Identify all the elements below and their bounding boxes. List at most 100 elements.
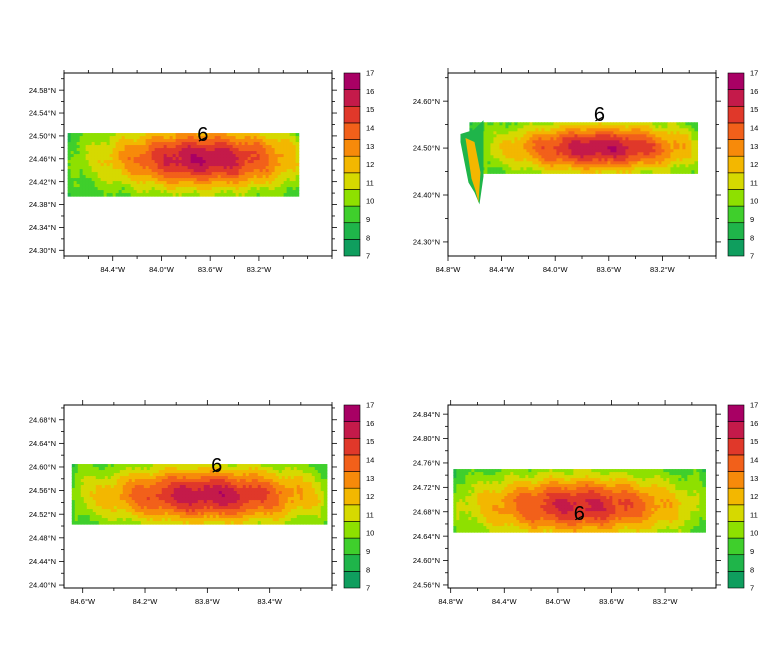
- y-tick-label: 24.48°N: [29, 533, 56, 542]
- colorbar-bin: [727, 139, 745, 157]
- colorbar-label: 11: [750, 510, 758, 519]
- colorbar-bin: [343, 404, 361, 422]
- colorbar-bin: [343, 139, 361, 157]
- colorbar-label: 7: [750, 584, 754, 593]
- colorbar-bin: [727, 571, 745, 589]
- colorbar-label: 10: [366, 197, 374, 206]
- colorbar-label: 17: [750, 69, 758, 78]
- y-tick-label: 24.54°N: [29, 109, 56, 118]
- colorbar-label: 15: [366, 437, 374, 446]
- x-tick-label: 83.8°W: [195, 597, 221, 606]
- x-tick-label: 84.4°W: [492, 597, 518, 606]
- panel-4: 84.8°W 84.4°W 84.0°W 83.6°W 83.2°W 24.56°N 24.…: [413, 400, 758, 606]
- x-tick-label: 84.0°W: [149, 265, 175, 274]
- colorbar-bin: [727, 222, 745, 240]
- colorbar-bin: [727, 554, 745, 572]
- colorbar: 7 8 9 10 11 12 13 14 15 16 17: [343, 401, 374, 593]
- x-tick-label: 83.6°W: [599, 597, 625, 606]
- y-tick-label: 24.76°N: [413, 459, 440, 468]
- y-tick-label: 24.56°N: [413, 581, 440, 590]
- x-tick-label: 84.2°W: [133, 597, 159, 606]
- x-tick-label: 83.4°W: [257, 597, 283, 606]
- x-tick-label: 84.4°W: [100, 265, 126, 274]
- y-tick-label: 24.58°N: [29, 86, 56, 95]
- colorbar-bin: [727, 404, 745, 422]
- y-tick-label: 24.68°N: [413, 507, 440, 516]
- colorbar-label: 12: [366, 160, 374, 169]
- y-tick-label: 24.40°N: [29, 581, 56, 590]
- colorbar-bin: [727, 504, 745, 522]
- colorbar-bin: [727, 537, 745, 556]
- colorbar-bin: [727, 89, 745, 107]
- colorbar-bin: [727, 487, 745, 506]
- panel-2: 84.8°W 84.4°W 84.0°W 83.6°W 83.2°W 24.30°N 24.…: [413, 68, 758, 274]
- colorbar-label: 13: [366, 474, 374, 483]
- colorbar-label: 9: [750, 215, 754, 224]
- colorbar-bin: [343, 239, 361, 257]
- colorbar-bin: [343, 222, 361, 240]
- y-tick-label: 24.38°N: [29, 200, 56, 209]
- y-tick-label: 24.40°N: [413, 191, 440, 200]
- colorbar-bin: [343, 454, 361, 472]
- colorbar-bin: [343, 172, 361, 190]
- colorbar-bin: [343, 437, 361, 456]
- colorbar-label: 14: [366, 456, 374, 465]
- colorbar-label: 16: [750, 419, 758, 428]
- colorbar-label: 16: [366, 87, 374, 96]
- colorbar-bin: [727, 122, 745, 140]
- colorbar-bin: [727, 105, 745, 124]
- colorbar-bin: [727, 421, 745, 439]
- colorbar-label: 16: [750, 87, 758, 96]
- y-tick-label: 24.46°N: [29, 154, 56, 163]
- x-tick-label: 84.6°W: [70, 597, 96, 606]
- colorbar-bin: [343, 571, 361, 589]
- colorbar-label: 8: [366, 565, 370, 574]
- colorbar: 7 8 9 10 11 12 13 14 15 16 17: [727, 69, 758, 261]
- y-tick-label: 24.50°N: [29, 132, 56, 141]
- colorbar-label: 9: [750, 547, 754, 556]
- colorbar-label: 10: [750, 529, 758, 538]
- y-tick-label: 24.60°N: [413, 97, 440, 106]
- colorbar-bin: [343, 155, 361, 174]
- colorbar-bin: [727, 72, 745, 90]
- colorbar-bin: [343, 189, 361, 207]
- contour-field: [469, 122, 699, 174]
- y-tick-label: 24.50°N: [413, 144, 440, 153]
- y-tick-label: 24.56°N: [29, 486, 56, 495]
- colorbar-label: 13: [750, 142, 758, 151]
- colorbar-label: 11: [366, 510, 374, 519]
- colorbar-bin: [727, 521, 745, 539]
- colorbar-label: 12: [366, 492, 374, 501]
- x-tick-label: 84.0°W: [546, 597, 572, 606]
- x-tick-label: 83.6°W: [198, 265, 224, 274]
- colorbar-label: 14: [366, 124, 374, 133]
- colorbar-label: 7: [366, 584, 370, 593]
- colorbar-label: 8: [750, 233, 754, 242]
- x-tick-label: 84.8°W: [436, 265, 462, 274]
- colorbar-bin: [727, 172, 745, 190]
- colorbar-label: 8: [750, 565, 754, 574]
- colorbar-bin: [343, 471, 361, 489]
- colorbar-bin: [343, 122, 361, 140]
- colorbar-label: 15: [366, 105, 374, 114]
- y-tick-label: 24.42°N: [29, 177, 56, 186]
- colorbar-bin: [343, 487, 361, 506]
- x-tick-label: 84.4°W: [489, 265, 515, 274]
- y-tick-label: 24.72°N: [413, 483, 440, 492]
- colorbar-label: 15: [750, 105, 758, 114]
- colorbar-bin: [343, 504, 361, 522]
- storm-marker: 6: [574, 503, 585, 525]
- colorbar-label: 15: [750, 437, 758, 446]
- x-tick-label: 83.2°W: [650, 265, 676, 274]
- colorbar-bin: [343, 421, 361, 439]
- y-tick-label: 24.68°N: [29, 415, 56, 424]
- colorbar-bin: [343, 537, 361, 556]
- contour-field: [67, 133, 300, 197]
- panel-1: 84.4°W 84.0°W 83.6°W 83.2°W 24.30°N 24.34°N 24…: [29, 68, 374, 274]
- colorbar-bin: [727, 205, 745, 224]
- y-tick-label: 24.64°N: [413, 532, 440, 541]
- y-tick-label: 24.60°N: [413, 556, 440, 565]
- colorbar: 7 8 9 10 11 12 13 14 15 16 17: [727, 401, 758, 593]
- storm-marker: 6: [211, 455, 222, 477]
